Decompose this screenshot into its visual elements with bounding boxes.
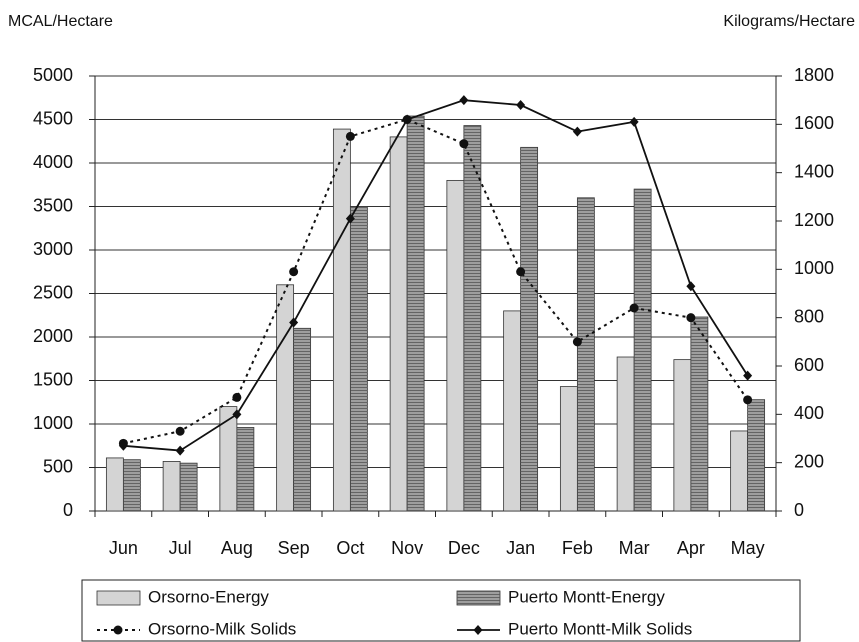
- x-tick-label: May: [731, 538, 765, 558]
- bar: [559, 386, 578, 512]
- y-axis-title: MCAL/Hectare: [8, 13, 113, 30]
- bar: [673, 359, 692, 512]
- bar: [162, 461, 181, 512]
- y-tick-label: 4000: [33, 152, 73, 172]
- x-tick-label: Mar: [619, 538, 650, 558]
- y2-tick-label: 0: [794, 500, 804, 520]
- bar: [219, 406, 238, 512]
- bar-texture: [577, 197, 595, 512]
- marker: [232, 392, 242, 402]
- marker: [686, 313, 696, 323]
- y2-tick-label: 600: [794, 355, 824, 375]
- marker: [345, 131, 355, 141]
- x-tick-label: Nov: [391, 538, 423, 558]
- legend-marker: [113, 625, 123, 635]
- marker: [743, 395, 753, 405]
- bar-texture: [236, 427, 254, 511]
- y-tick-label: 5000: [33, 65, 73, 85]
- bar-texture: [293, 328, 311, 511]
- y2-tick-label: 1600: [794, 113, 834, 133]
- legend-label: Orsorno-Milk Solids: [148, 619, 296, 638]
- y-tick-label: 2000: [33, 326, 73, 346]
- marker: [686, 281, 696, 292]
- y2-tick-label: 1400: [794, 161, 834, 181]
- x-tick-label: Oct: [336, 538, 364, 558]
- y2-tick-label: 1800: [794, 65, 834, 85]
- marker: [402, 114, 412, 125]
- bar: [503, 310, 522, 512]
- line: [123, 99, 749, 452]
- bar: [389, 136, 408, 512]
- y2-tick-label: 400: [794, 403, 824, 423]
- bar-texture: [747, 399, 765, 511]
- marker: [572, 126, 582, 137]
- marker: [118, 440, 128, 451]
- bar: [276, 284, 295, 512]
- marker: [459, 139, 469, 149]
- bar-texture: [407, 116, 425, 512]
- marker: [516, 267, 526, 277]
- marker: [459, 95, 469, 106]
- x-tick-label: Jul: [169, 538, 192, 558]
- y-tick-label: 4500: [33, 108, 73, 128]
- bar-texture: [180, 463, 198, 511]
- x-tick-label: Jun: [109, 538, 138, 558]
- marker: [629, 116, 639, 127]
- x-tick-label: Dec: [448, 538, 480, 558]
- bar-texture: [350, 206, 368, 511]
- marker: [572, 337, 582, 347]
- y-tick-label: 3500: [33, 195, 73, 215]
- y-tick-label: 500: [43, 456, 73, 476]
- y2-tick-label: 1200: [794, 210, 834, 230]
- y-tick-label: 0: [63, 500, 73, 520]
- marker: [175, 445, 185, 456]
- x-tick-label: Sep: [278, 538, 310, 558]
- bar-texture: [634, 189, 652, 511]
- legend-label: Puerto Montt-Energy: [508, 587, 665, 606]
- x-tick-label: Jan: [506, 538, 535, 558]
- marker: [289, 267, 299, 277]
- bar: [332, 128, 351, 512]
- y2-tick-label: 200: [794, 451, 824, 471]
- bar-texture: [520, 147, 538, 511]
- bar: [616, 356, 635, 512]
- marker: [232, 409, 242, 420]
- bar-texture: [463, 125, 481, 511]
- bar: [446, 179, 465, 512]
- legend-marker: [473, 625, 483, 635]
- line: [123, 118, 749, 445]
- marker: [516, 100, 526, 110]
- y2-axis-title: Kilograms/Hectare: [723, 13, 855, 30]
- legend-swatch-texture: [457, 591, 500, 605]
- bar-texture: [690, 316, 708, 511]
- y-tick-label: 1000: [33, 413, 73, 433]
- marker: [743, 370, 753, 381]
- bar: [730, 430, 749, 512]
- legend-label: Puerto Montt-Milk Solids: [508, 619, 692, 638]
- bar-texture: [123, 459, 141, 511]
- y2-tick-label: 800: [794, 306, 824, 326]
- x-tick-label: Aug: [221, 538, 253, 558]
- bar: [105, 457, 124, 512]
- marker: [345, 213, 355, 224]
- legend-swatch: [96, 590, 141, 606]
- legend-box: [81, 579, 801, 642]
- marker: [629, 303, 639, 313]
- marker: [175, 426, 185, 436]
- legend-label: Orsorno-Energy: [148, 587, 269, 606]
- y-tick-label: 3000: [33, 239, 73, 259]
- marker: [289, 317, 299, 328]
- x-tick-label: Apr: [677, 538, 705, 558]
- y2-tick-label: 1000: [794, 258, 834, 278]
- y-tick-label: 2500: [33, 282, 73, 302]
- x-tick-label: Feb: [562, 538, 593, 558]
- y-tick-label: 1500: [33, 369, 73, 389]
